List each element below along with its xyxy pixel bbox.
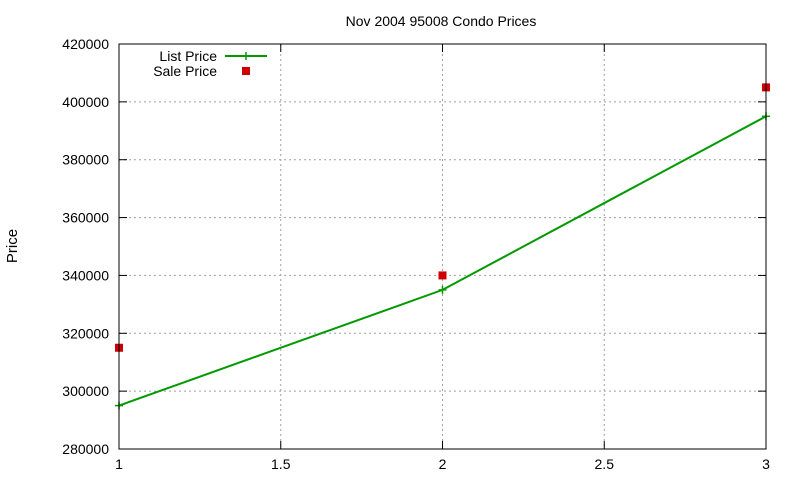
y-axis-label: Price [4, 229, 21, 263]
sale-price-point [438, 271, 447, 280]
y-tick-label: 420000 [62, 36, 109, 52]
y-tick-label: 400000 [62, 94, 109, 110]
y-tick-label: 380000 [62, 152, 109, 168]
x-tick-label: 1.5 [271, 456, 291, 472]
y-tick-label: 320000 [62, 325, 109, 341]
list-price-point [438, 285, 447, 294]
legend-square-sample [242, 67, 250, 75]
x-tick-label: 3 [762, 456, 770, 472]
y-tick-label: 360000 [62, 210, 109, 226]
x-tick-label: 1 [115, 456, 123, 472]
x-tick-label: 2.5 [595, 456, 615, 472]
y-tick-label: 300000 [62, 383, 109, 399]
plot-frame [118, 43, 767, 450]
y-tick-label: 340000 [62, 267, 109, 283]
gridlines [119, 44, 766, 449]
legend-label: List Price [159, 48, 217, 64]
y-tick-label: 280000 [62, 441, 109, 457]
chart-title: Nov 2004 95008 Condo Prices [346, 13, 537, 29]
x-tick-label: 2 [439, 456, 447, 472]
axis-ticks: 280000 300000 320000 340000 360000 380000 4000… [62, 36, 770, 472]
legend-label: Sale Price [153, 63, 217, 79]
